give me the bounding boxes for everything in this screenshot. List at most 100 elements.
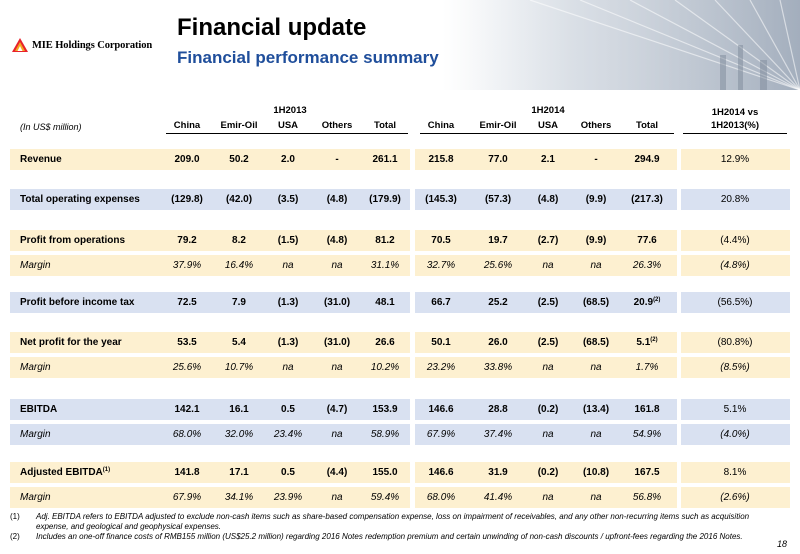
- table-cell: 7.9: [232, 297, 246, 308]
- table-cell: 41.4%: [483, 492, 513, 503]
- table-cell: (9.9): [585, 235, 607, 246]
- table-cell: na: [331, 260, 343, 271]
- table-cell: 31.9: [488, 467, 508, 478]
- footnote-item: (1) Adj. EBITDA refers to EBITDA adjuste…: [10, 512, 770, 532]
- unit-label: (In US$ million): [20, 122, 82, 132]
- column-header: China: [173, 120, 201, 131]
- change-cell: 12.9%: [720, 154, 750, 165]
- table-cell: na: [331, 362, 343, 373]
- table-cell: 261.1: [372, 154, 398, 165]
- table-cell: 58.9%: [370, 429, 400, 440]
- row-band: [415, 255, 677, 276]
- change-cell: (8.5%): [720, 362, 750, 373]
- table-cell: na: [282, 260, 294, 271]
- row-label: EBITDA: [20, 404, 58, 415]
- table-cell: (68.5): [582, 297, 610, 308]
- table-cell: na: [590, 429, 602, 440]
- table-cell: 17.1: [229, 467, 249, 478]
- table-cell-with-note: 20.9(2): [622, 292, 672, 313]
- row-band: [681, 149, 790, 170]
- table-cell: 53.5: [177, 337, 197, 348]
- table-cell: 10.2%: [370, 362, 400, 373]
- table-cell: na: [542, 260, 554, 271]
- row-band: [681, 230, 790, 251]
- table-cell: 67.9%: [426, 429, 456, 440]
- table-cell: 59.4%: [370, 492, 400, 503]
- table-cell: na: [331, 429, 343, 440]
- table-cell: (10.8): [582, 467, 610, 478]
- table-cell: 81.2: [375, 235, 395, 246]
- row-band: [10, 255, 410, 276]
- table-cell: 54.9%: [632, 429, 662, 440]
- table-cell: -: [594, 154, 598, 165]
- slide-subtitle: Financial performance summary: [177, 48, 439, 67]
- row-band: [415, 189, 677, 210]
- table-cell: (1.3): [277, 337, 299, 348]
- table-cell: (2.5): [537, 337, 559, 348]
- row-band: [415, 357, 677, 378]
- table-cell: na: [331, 492, 343, 503]
- footnotes: (1) Adj. EBITDA refers to EBITDA adjuste…: [10, 512, 770, 542]
- table-cell: (31.0): [323, 297, 351, 308]
- column-header: USA: [537, 120, 559, 131]
- table-cell: 146.6: [428, 467, 454, 478]
- table-cell: 32.0%: [224, 429, 254, 440]
- row-band: [415, 149, 677, 170]
- table-cell: 10.7%: [224, 362, 254, 373]
- table-cell: (1.5): [277, 235, 299, 246]
- row-band: [10, 424, 410, 445]
- footnote-ref: (2): [653, 297, 661, 303]
- table-cell: 23.4%: [273, 429, 303, 440]
- change-cell: (56.5%): [717, 297, 753, 308]
- table-cell: 16.4%: [224, 260, 254, 271]
- table-cell: na: [542, 362, 554, 373]
- change-cell: (4.8%): [720, 260, 750, 271]
- table-cell: na: [590, 492, 602, 503]
- table-cell: 32.7%: [426, 260, 456, 271]
- row-label: Net profit for the year: [20, 337, 122, 348]
- table-cell: 72.5: [177, 297, 197, 308]
- table-cell: (4.7): [326, 404, 348, 415]
- table-cell: 34.1%: [224, 492, 254, 503]
- column-header: Emir-Oil: [220, 120, 258, 131]
- table-row-margin-ebitda: Margin 68.0% 32.0% 23.4% na 58.9% 67.9% …: [0, 424, 800, 445]
- period-header-1h2013: 1H2013: [273, 105, 307, 116]
- column-header: Others: [321, 120, 353, 131]
- table-cell: 146.6: [428, 404, 454, 415]
- table-cell-with-note: 5.1(2): [622, 332, 672, 353]
- row-band: [681, 399, 790, 420]
- footnote-ref: (1): [102, 467, 111, 473]
- table-cell: (1.3): [277, 297, 299, 308]
- row-band: [415, 424, 677, 445]
- table-cell: (0.2): [537, 404, 559, 415]
- table-cell: -: [335, 154, 339, 165]
- table-cell: 79.2: [177, 235, 197, 246]
- table-cell: 0.5: [281, 467, 295, 478]
- company-logo: MIE Holdings Corporation: [12, 36, 152, 54]
- table-cell: 155.0: [372, 467, 398, 478]
- table-cell: na: [542, 429, 554, 440]
- row-label: Total operating expenses: [20, 194, 140, 205]
- table-cell: 66.7: [431, 297, 451, 308]
- table-cell: 2.0: [281, 154, 295, 165]
- footnote-text: Includes an one-off finance costs of RMB…: [36, 532, 743, 541]
- table-row-ebitda: EBITDA 142.1 16.1 0.5 (4.7) 153.9 146.6 …: [0, 399, 800, 420]
- footnote-number: (2): [10, 532, 20, 541]
- table-cell: 23.9%: [273, 492, 303, 503]
- change-cell: 5.1%: [723, 404, 747, 415]
- change-cell: (80.8%): [717, 337, 753, 348]
- row-band: [681, 487, 790, 508]
- table-cell: (9.9): [585, 194, 607, 205]
- table-cell: 26.0: [488, 337, 508, 348]
- table-cell: (2.7): [537, 235, 559, 246]
- row-band: [681, 424, 790, 445]
- table-cell: 70.5: [431, 235, 451, 246]
- table-cell: 142.1: [174, 404, 200, 415]
- footnote-text: Adj. EBITDA refers to EBITDA adjusted to…: [36, 512, 750, 531]
- table-cell: (31.0): [323, 337, 351, 348]
- row-label: Margin: [20, 260, 51, 271]
- table-cell: 141.8: [174, 467, 200, 478]
- row-band: [10, 149, 410, 170]
- table-cell: (4.8): [326, 235, 348, 246]
- row-label: Revenue: [20, 154, 62, 165]
